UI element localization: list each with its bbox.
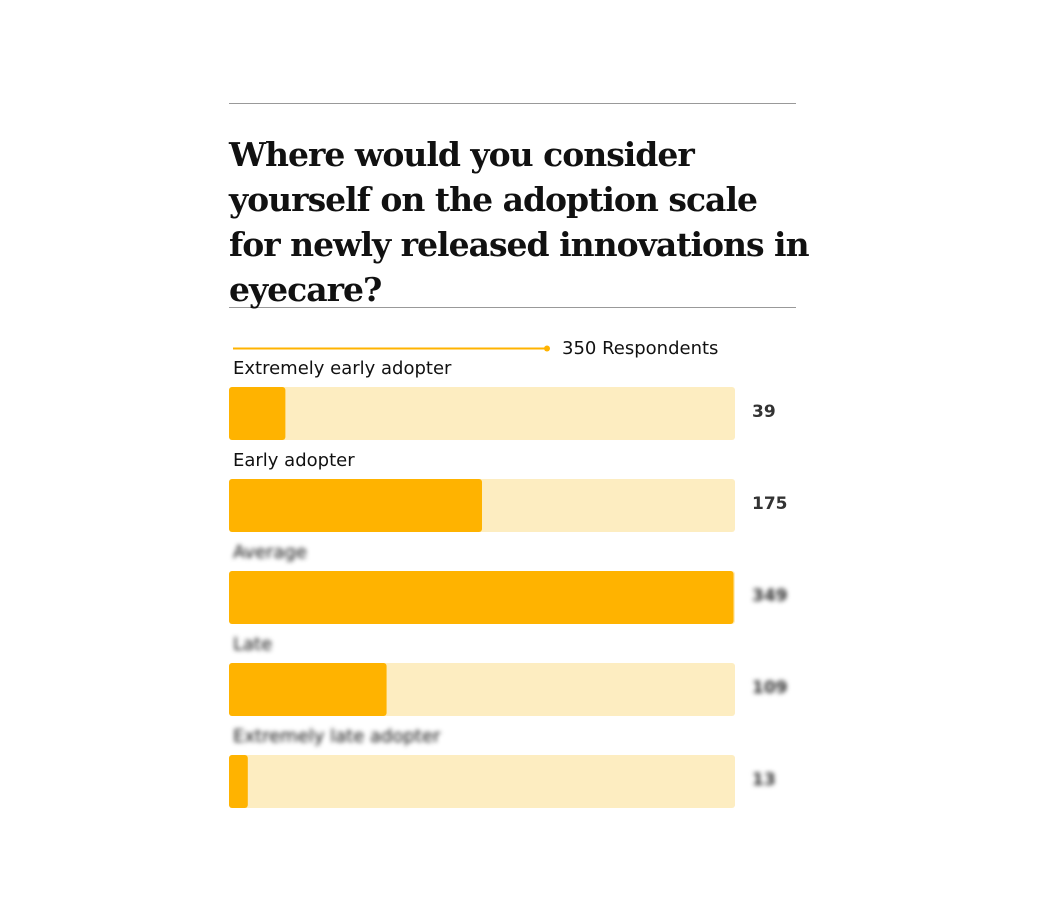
bar: [229, 571, 734, 624]
value-label: 39: [752, 402, 776, 422]
value-label: 13: [752, 770, 776, 790]
bar-track: [229, 387, 735, 440]
bar: [229, 663, 387, 716]
chart-title: Where would you consider yourself on the…: [229, 135, 810, 309]
bar-track: [229, 755, 735, 808]
category-label: Extremely late adopter: [233, 726, 441, 747]
value-label: 349: [752, 586, 788, 606]
category-label: Average: [233, 542, 307, 563]
bar: [229, 479, 482, 532]
value-label: 109: [752, 678, 788, 698]
value-label: 175: [752, 494, 788, 514]
respondents-label: 350 Respondents: [562, 338, 718, 359]
category-label: Late: [233, 634, 272, 655]
category-label: Early adopter: [233, 450, 355, 471]
bar: [229, 387, 286, 440]
bar: [229, 755, 248, 808]
arrow-head: [544, 345, 550, 352]
category-label: Extremely early adopter: [233, 358, 452, 379]
